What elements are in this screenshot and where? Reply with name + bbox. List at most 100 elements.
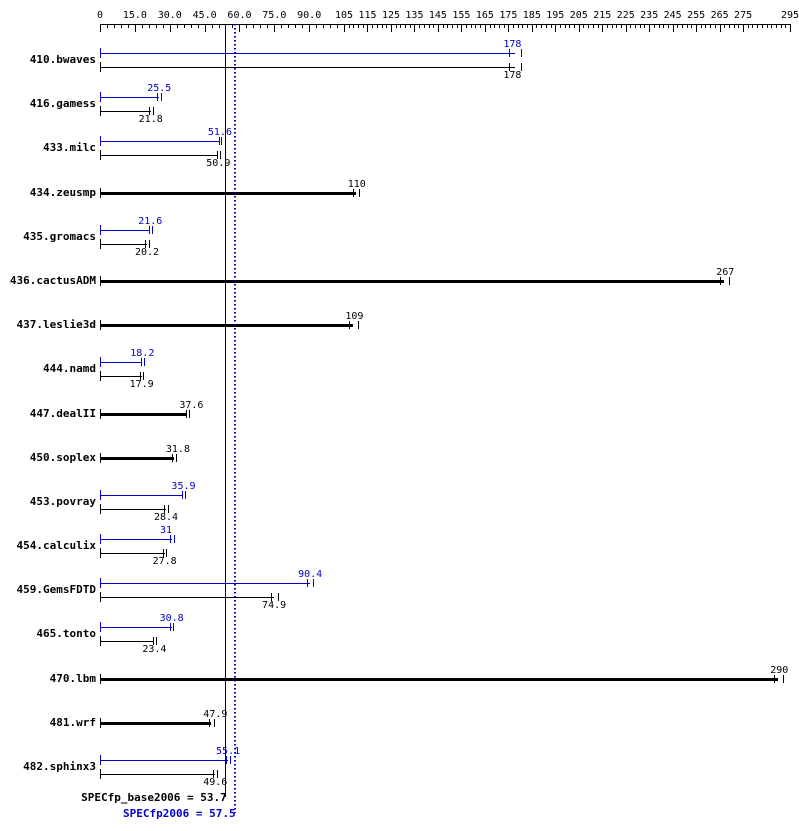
axis-minor-tick bbox=[163, 24, 164, 28]
axis-minor-tick bbox=[569, 24, 570, 28]
peak-error-tick bbox=[152, 226, 153, 234]
peak-error-tick bbox=[170, 623, 171, 631]
base-value-label: 17.9 bbox=[130, 379, 154, 390]
axis-minor-tick bbox=[659, 24, 660, 28]
axis-tick-label: 125 bbox=[382, 10, 400, 21]
base-value-label: 23.4 bbox=[142, 644, 166, 655]
axis-tick bbox=[743, 24, 744, 32]
axis-minor-tick bbox=[583, 24, 584, 28]
axis-tick-label: 175 bbox=[499, 10, 517, 21]
base-start-tick bbox=[100, 674, 101, 684]
axis-minor-tick bbox=[114, 24, 115, 28]
axis-minor-tick bbox=[687, 24, 688, 28]
base-start-tick bbox=[100, 409, 101, 419]
axis-tick bbox=[438, 24, 439, 32]
axis-minor-tick bbox=[267, 24, 268, 28]
axis-tick-label: 295 bbox=[781, 10, 799, 21]
base-bar bbox=[100, 597, 274, 598]
axis-minor-tick bbox=[471, 24, 472, 28]
base-value-label: 74.9 bbox=[262, 600, 286, 611]
axis-minor-tick bbox=[128, 24, 129, 28]
axis-minor-tick bbox=[353, 24, 354, 28]
benchmark-label: 416.gamess bbox=[30, 97, 96, 110]
axis-minor-tick bbox=[546, 24, 547, 28]
axis-minor-tick bbox=[593, 24, 594, 28]
axis-tick-label: 105 bbox=[335, 10, 353, 21]
axis-minor-tick bbox=[177, 24, 178, 28]
base-reference-line bbox=[225, 24, 226, 797]
base-error-tick bbox=[189, 410, 190, 418]
base-error-tick bbox=[186, 410, 187, 418]
axis-tick-label: 195 bbox=[546, 10, 564, 21]
axis-minor-tick bbox=[405, 24, 406, 28]
peak-error-tick bbox=[230, 756, 231, 764]
base-value-label: 47.9 bbox=[203, 709, 227, 720]
axis-minor-tick bbox=[212, 24, 213, 28]
axis-minor-tick bbox=[363, 24, 364, 28]
peak-start-tick bbox=[100, 534, 101, 544]
axis-minor-tick bbox=[668, 24, 669, 28]
axis-tick-label: 245 bbox=[664, 10, 682, 21]
axis-tick bbox=[696, 24, 697, 32]
axis-minor-tick bbox=[246, 24, 247, 28]
axis-minor-tick bbox=[560, 24, 561, 28]
axis-minor-tick bbox=[499, 24, 500, 28]
axis-minor-tick bbox=[443, 24, 444, 28]
axis-tick bbox=[100, 24, 101, 32]
axis-minor-tick bbox=[522, 24, 523, 28]
base-start-tick bbox=[100, 276, 101, 286]
peak-score-label: SPECfp2006 = 57.5 bbox=[123, 807, 236, 820]
peak-error-tick bbox=[226, 756, 227, 764]
peak-start-tick bbox=[100, 136, 101, 146]
axis-minor-tick bbox=[253, 24, 254, 28]
base-error-tick bbox=[729, 277, 730, 285]
peak-value-label: 55.1 bbox=[216, 746, 240, 757]
peak-bar bbox=[100, 760, 228, 761]
peak-error-tick bbox=[141, 358, 142, 366]
peak-value-label: 30.8 bbox=[160, 613, 184, 624]
base-error-tick bbox=[353, 189, 354, 197]
base-error-tick bbox=[349, 321, 350, 329]
axis-tick-label: 90.0 bbox=[297, 10, 321, 21]
base-value-label: 37.6 bbox=[179, 400, 203, 411]
axis-minor-tick bbox=[466, 24, 467, 28]
base-value-label: 28.4 bbox=[154, 512, 178, 523]
peak-start-tick bbox=[100, 225, 101, 235]
axis-minor-tick bbox=[372, 24, 373, 28]
axis-tick bbox=[344, 24, 345, 32]
axis-minor-tick bbox=[142, 24, 143, 28]
base-start-tick bbox=[100, 62, 101, 72]
axis-minor-tick bbox=[400, 24, 401, 28]
axis-minor-tick bbox=[330, 24, 331, 28]
base-start-tick bbox=[100, 106, 101, 116]
axis-minor-tick bbox=[475, 24, 476, 28]
axis-minor-tick bbox=[457, 24, 458, 28]
base-start-tick bbox=[100, 548, 101, 558]
base-value-label: 49.6 bbox=[203, 777, 227, 788]
base-bar bbox=[100, 244, 147, 245]
axis-tick bbox=[461, 24, 462, 32]
peak-value-label: 178 bbox=[503, 39, 521, 50]
axis-minor-tick bbox=[644, 24, 645, 28]
axis-tick bbox=[391, 24, 392, 32]
axis-minor-tick bbox=[762, 24, 763, 28]
benchmark-label: 481.wrf bbox=[50, 716, 96, 729]
axis-minor-tick bbox=[574, 24, 575, 28]
base-bar bbox=[100, 457, 174, 460]
axis-minor-tick bbox=[396, 24, 397, 28]
axis-minor-tick bbox=[682, 24, 683, 28]
axis-minor-tick bbox=[691, 24, 692, 28]
axis-tick-label: 225 bbox=[617, 10, 635, 21]
axis-tick-label: 185 bbox=[523, 10, 541, 21]
axis-minor-tick bbox=[635, 24, 636, 28]
axis-minor-tick bbox=[429, 24, 430, 28]
peak-value-label: 18.2 bbox=[130, 348, 154, 359]
peak-value-label: 31 bbox=[160, 525, 172, 536]
peak-error-tick bbox=[157, 93, 158, 101]
axis-minor-tick bbox=[701, 24, 702, 28]
axis-minor-tick bbox=[447, 24, 448, 28]
base-error-tick bbox=[358, 321, 359, 329]
base-error-tick bbox=[172, 454, 173, 462]
axis-minor-tick bbox=[621, 24, 622, 28]
axis-minor-tick bbox=[616, 24, 617, 28]
